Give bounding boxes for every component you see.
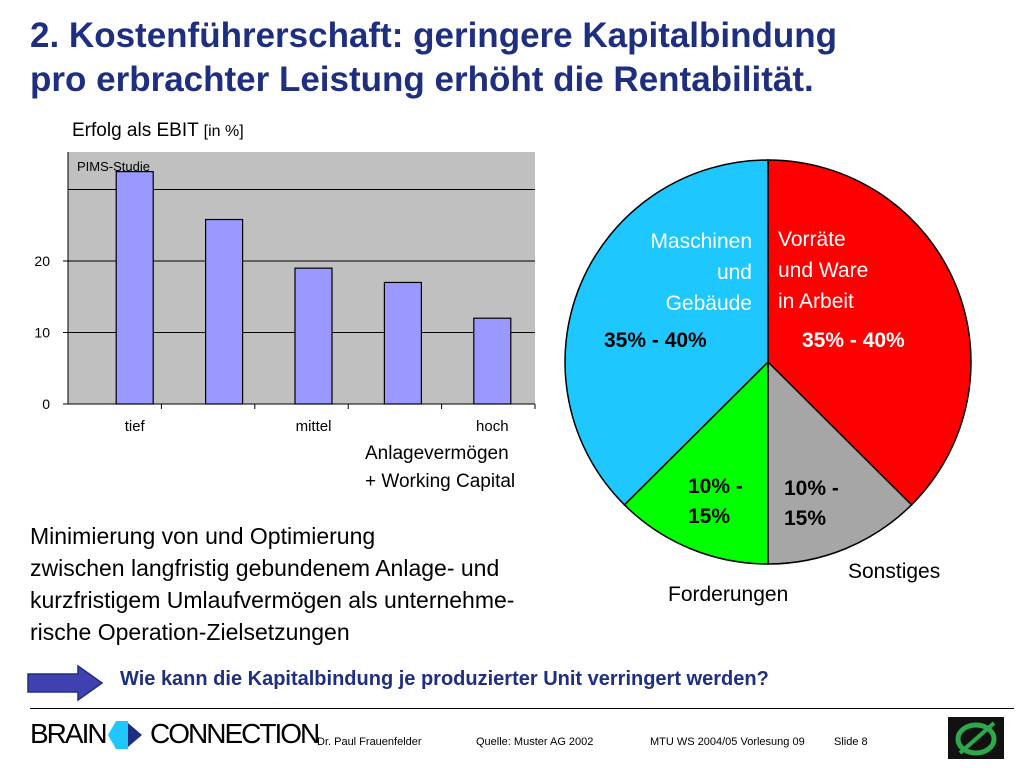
arrow-right-icon (27, 664, 104, 702)
pie-pct-forderungen-1: 10% - (688, 475, 743, 498)
logo-icon (948, 717, 1004, 759)
bar-chart-y-label-main: Erfolg als EBIT (72, 120, 199, 141)
brand-connector-icon (108, 721, 142, 749)
pie-pct-sonstiges-2: 15% (784, 507, 827, 530)
pie-pct-forderungen-2: 15% (688, 505, 731, 528)
pie-pct-vorraete: 35% - 40% (802, 329, 905, 352)
pie-pct-sonstiges: 10% - 15% (784, 474, 839, 534)
description-line-3: kurzfristigem Umlaufvermögen als unterne… (30, 587, 515, 613)
pie-slice (564, 159, 769, 506)
pie-label-vorraete: Vorräte und Ware in Arbeit (778, 224, 868, 317)
pie-label-maschinen: Maschinen und Gebäude (600, 226, 752, 319)
bar-chart-y-label: Erfolg als EBIT [in %] (72, 120, 244, 142)
pie-label-forderungen: Forderungen (668, 583, 789, 606)
footer-source: Quelle: Muster AG 2002 (476, 736, 594, 748)
brand-brain: BRAIN (30, 718, 108, 749)
footer-author: Dr. Paul Frauenfelder (317, 736, 422, 748)
pie-label-sonstiges: Sonstiges (848, 560, 941, 583)
pie-label-maschinen-2: und (716, 261, 752, 284)
pie-label-maschinen-1: Maschinen (650, 230, 752, 253)
description-line-1: Minimierung von und Optimierung (30, 523, 376, 549)
footer-slide-number: Slide 8 (834, 736, 868, 748)
pie-slice (767, 360, 913, 565)
slide-title: 2. Kostenführerschaft: geringere Kapital… (30, 14, 1010, 102)
pie-label-vorraete-3: in Arbeit (778, 290, 854, 313)
description-line-2: zwischen langfristig gebundenem Anlage- … (30, 555, 500, 581)
pie-label-vorraete-1: Vorräte (778, 228, 846, 251)
description: Minimierung von und Optimierung zwischen… (30, 520, 640, 648)
brand-connection: CONNECTION (150, 718, 320, 749)
key-question: Wie kann die Kapitalbindung je produzier… (120, 668, 769, 690)
pie-slice (623, 360, 769, 565)
pie-pct-forderungen: 10% - 15% (688, 472, 743, 532)
slide-title-line-1: 2. Kostenführerschaft: geringere Kapital… (30, 16, 838, 55)
pie-slice (767, 159, 972, 506)
pie-label-vorraete-2: und Ware (778, 259, 869, 282)
slide-title-line-2: pro erbrachter Leistung erhöht die Renta… (30, 60, 814, 99)
description-line-4: rische Operation-Zielsetzungen (30, 619, 350, 645)
bar-chart-y-label-unit: [in %] (203, 123, 244, 140)
footer-divider (30, 708, 1014, 709)
pie-pct-maschinen: 35% - 40% (604, 329, 707, 352)
pie-label-maschinen-3: Gebäude (665, 292, 752, 315)
footer-course: MTU WS 2004/05 Vorlesung 09 (650, 736, 805, 748)
pie-pct-sonstiges-1: 10% - (784, 477, 839, 500)
